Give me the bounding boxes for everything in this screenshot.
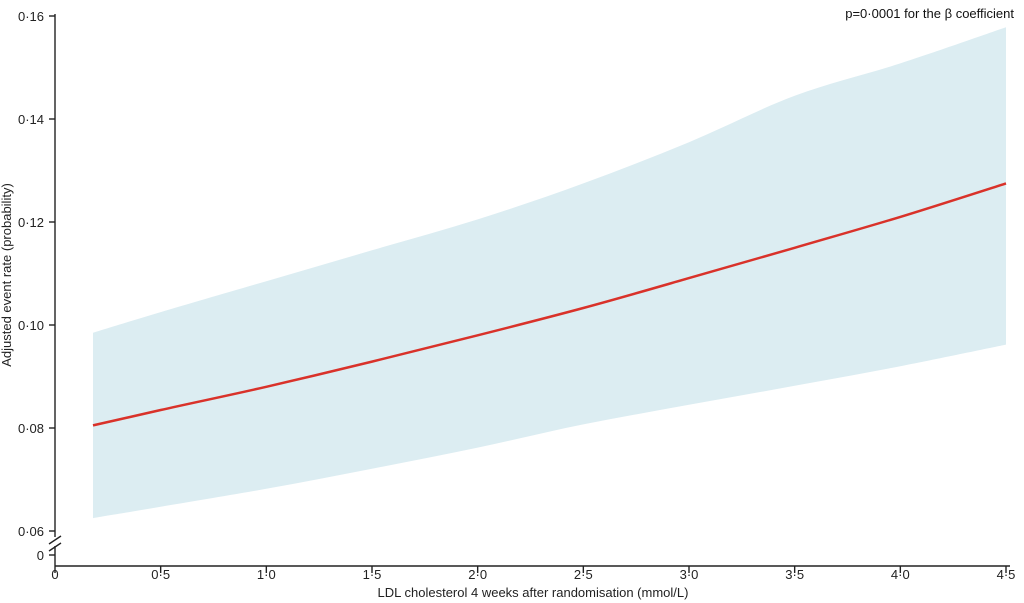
y-tick-label: 0·16	[18, 9, 44, 24]
x-tick-label: 4·0	[891, 567, 910, 582]
x-tick-label: 1·5	[363, 567, 382, 582]
x-ticks: 0 0·5 1·0 1·5 2·0 2·5 3·0 3·5 4·0 4·5	[51, 566, 1015, 582]
axes	[48, 14, 1010, 567]
y-ticks: 0·06 0·08 0·10 0·12 0·14 0·16	[18, 9, 55, 539]
y-tick-label: 0·08	[18, 421, 44, 436]
x-tick-label: 0	[51, 567, 58, 582]
x-tick-label: 2·0	[468, 567, 487, 582]
y-tick-label: 0·06	[18, 524, 44, 539]
x-tick-label: 2·5	[574, 567, 593, 582]
y-tick-label: 0·14	[18, 112, 44, 127]
series-line	[92, 182, 1007, 427]
x-tick-label: 4·5	[997, 567, 1016, 582]
y-axis-break-mark	[48, 535, 62, 545]
x-tick-label: 3·5	[785, 567, 804, 582]
confidence-band	[93, 27, 1006, 519]
x-tick-label: 3·0	[680, 567, 699, 582]
y-tick-label: 0·10	[18, 318, 44, 333]
x-axis-title: LDL cholesterol 4 weeks after randomisat…	[378, 585, 689, 600]
p-value-annotation: p=0·0001 for the β coefficient	[845, 6, 1014, 21]
x-tick-label: 0·5	[151, 567, 170, 582]
y-axis-title: Adjusted event rate (probability)	[0, 183, 14, 367]
y-tick-label: 0	[37, 548, 44, 563]
y-tick-label: 0·12	[18, 215, 44, 230]
x-tick-label: 1·0	[257, 567, 276, 582]
y-axis-break-mark	[48, 542, 62, 552]
